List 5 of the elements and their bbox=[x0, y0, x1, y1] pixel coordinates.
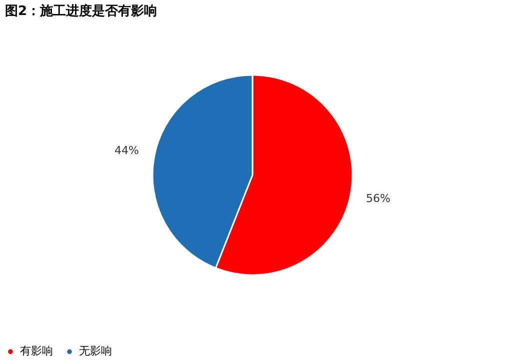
legend-label: 无影响 bbox=[79, 344, 112, 358]
data-label: 44% bbox=[114, 144, 139, 158]
chart-title: 图2：施工进度是否有影响 bbox=[5, 3, 158, 19]
data-label: 56% bbox=[366, 192, 390, 205]
legend-label: 有影响 bbox=[20, 344, 53, 358]
